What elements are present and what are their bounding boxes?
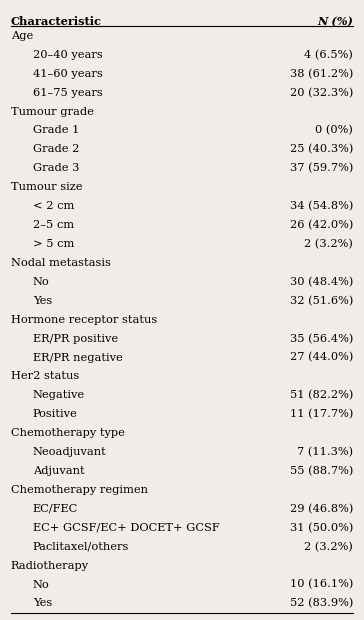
Text: Characteristic: Characteristic <box>11 16 102 27</box>
Text: 11 (17.7%): 11 (17.7%) <box>290 409 353 420</box>
Text: Negative: Negative <box>33 391 85 401</box>
Text: 20 (32.3%): 20 (32.3%) <box>290 87 353 98</box>
Text: 51 (82.2%): 51 (82.2%) <box>290 390 353 401</box>
Text: 4 (6.5%): 4 (6.5%) <box>304 50 353 60</box>
Text: 26 (42.0%): 26 (42.0%) <box>290 220 353 230</box>
Text: 32 (51.6%): 32 (51.6%) <box>290 296 353 306</box>
Text: No: No <box>33 277 50 287</box>
Text: Tumour size: Tumour size <box>11 182 82 192</box>
Text: Grade 1: Grade 1 <box>33 125 79 136</box>
Text: Adjuvant: Adjuvant <box>33 466 84 476</box>
Text: 52 (83.9%): 52 (83.9%) <box>290 598 353 609</box>
Text: Her2 status: Her2 status <box>11 371 79 381</box>
Text: Radiotherapy: Radiotherapy <box>11 560 89 570</box>
Text: Chemotherapy type: Chemotherapy type <box>11 428 125 438</box>
Text: EC/FEC: EC/FEC <box>33 504 78 514</box>
Text: 37 (59.7%): 37 (59.7%) <box>290 163 353 174</box>
Text: 35 (56.4%): 35 (56.4%) <box>290 334 353 343</box>
Text: > 5 cm: > 5 cm <box>33 239 74 249</box>
Text: 41–60 years: 41–60 years <box>33 69 103 79</box>
Text: Yes: Yes <box>33 598 52 608</box>
Text: ER/PR positive: ER/PR positive <box>33 334 118 343</box>
Text: 20–40 years: 20–40 years <box>33 50 103 60</box>
Text: No: No <box>33 580 50 590</box>
Text: 0 (0%): 0 (0%) <box>315 125 353 136</box>
Text: < 2 cm: < 2 cm <box>33 201 74 211</box>
Text: 2 (3.2%): 2 (3.2%) <box>304 239 353 249</box>
Text: 38 (61.2%): 38 (61.2%) <box>290 69 353 79</box>
Text: Age: Age <box>11 31 33 41</box>
Text: 25 (40.3%): 25 (40.3%) <box>290 144 353 154</box>
Text: 10 (16.1%): 10 (16.1%) <box>290 580 353 590</box>
Text: 27 (44.0%): 27 (44.0%) <box>290 352 353 363</box>
Text: 7 (11.3%): 7 (11.3%) <box>297 447 353 458</box>
Text: 30 (48.4%): 30 (48.4%) <box>290 277 353 287</box>
Text: N (%): N (%) <box>317 16 353 27</box>
Text: 61–75 years: 61–75 years <box>33 87 103 97</box>
Text: ER/PR negative: ER/PR negative <box>33 353 123 363</box>
Text: Neoadjuvant: Neoadjuvant <box>33 447 107 457</box>
Text: Tumour grade: Tumour grade <box>11 107 94 117</box>
Text: Grade 3: Grade 3 <box>33 163 79 174</box>
Text: 2–5 cm: 2–5 cm <box>33 220 74 230</box>
Text: EC+ GCSF/EC+ DOCET+ GCSF: EC+ GCSF/EC+ DOCET+ GCSF <box>33 523 219 533</box>
Text: Yes: Yes <box>33 296 52 306</box>
Text: Nodal metastasis: Nodal metastasis <box>11 258 111 268</box>
Text: 2 (3.2%): 2 (3.2%) <box>304 541 353 552</box>
Text: Hormone receptor status: Hormone receptor status <box>11 315 157 325</box>
Text: 31 (50.0%): 31 (50.0%) <box>290 523 353 533</box>
Text: 34 (54.8%): 34 (54.8%) <box>290 201 353 211</box>
Text: 55 (88.7%): 55 (88.7%) <box>290 466 353 476</box>
Text: Chemotherapy regimen: Chemotherapy regimen <box>11 485 148 495</box>
Text: Paclitaxel/others: Paclitaxel/others <box>33 542 129 552</box>
Text: 29 (46.8%): 29 (46.8%) <box>290 503 353 514</box>
Text: Positive: Positive <box>33 409 78 419</box>
Text: Grade 2: Grade 2 <box>33 144 79 154</box>
